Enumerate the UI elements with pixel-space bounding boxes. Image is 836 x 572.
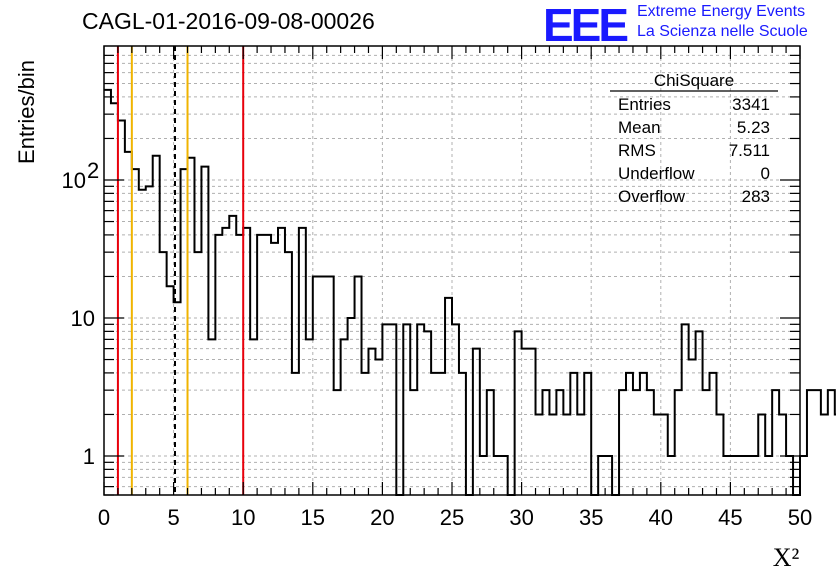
axis-ticks bbox=[103, 46, 801, 496]
logo-subtitle-line1: Extreme Energy Events bbox=[637, 3, 806, 20]
chart-title: CAGL-01-2016-09-08-00026 bbox=[82, 8, 375, 34]
histogram-bars bbox=[104, 88, 836, 496]
y-axis-label: Entries/bin bbox=[14, 60, 39, 164]
x-tick-label: 30 bbox=[509, 505, 533, 530]
x-tick-label: 45 bbox=[718, 505, 742, 530]
stats-row-label: Entries bbox=[618, 95, 671, 114]
y-tick-exponent: 2 bbox=[87, 158, 99, 183]
stats-box: ChiSquare Entries 3341 Mean 5.23 RMS 7.511 Und… bbox=[610, 71, 778, 206]
reference-lines bbox=[116, 46, 245, 495]
stats-rows: Entries 3341 Mean 5.23 RMS 7.511 Underflow 0 Ove… bbox=[618, 95, 770, 206]
x-tick-label: 10 bbox=[231, 505, 255, 530]
stats-row-label: RMS bbox=[618, 141, 656, 160]
x-tick-label: 20 bbox=[370, 505, 394, 530]
x-tick-labels: 0 5 10 15 20 25 30 35 40 45 50 bbox=[98, 505, 812, 530]
y-tick-label: 10 bbox=[71, 306, 95, 331]
stats-row-value: 0 bbox=[761, 164, 770, 183]
y-tick-label: 1 bbox=[83, 444, 95, 469]
stats-row-value: 3341 bbox=[732, 95, 770, 114]
eee-logo: EEE bbox=[543, 0, 629, 51]
stats-row-label: Mean bbox=[618, 118, 661, 137]
histogram-outline bbox=[104, 88, 836, 496]
x-tick-label: 35 bbox=[579, 505, 603, 530]
stats-row-label: Overflow bbox=[618, 187, 686, 206]
stats-row-value: 5.23 bbox=[737, 118, 770, 137]
x-tick-label: 40 bbox=[649, 505, 673, 530]
logo-subtitle-line2: La Scienza nelle Scuole bbox=[637, 23, 808, 40]
x-tick-label: 50 bbox=[788, 505, 812, 530]
x-tick-label: 5 bbox=[167, 505, 179, 530]
y-tick-label: 10 bbox=[62, 168, 86, 193]
x-axis-label: X² bbox=[773, 543, 800, 572]
stats-row-label: Underflow bbox=[618, 164, 695, 183]
x-tick-label: 15 bbox=[301, 505, 325, 530]
x-tick-label: 25 bbox=[440, 505, 464, 530]
stats-row-value: 283 bbox=[742, 187, 770, 206]
x-tick-label: 0 bbox=[98, 505, 110, 530]
stats-row-value: 7.511 bbox=[729, 141, 770, 160]
stats-title: ChiSquare bbox=[654, 71, 734, 90]
